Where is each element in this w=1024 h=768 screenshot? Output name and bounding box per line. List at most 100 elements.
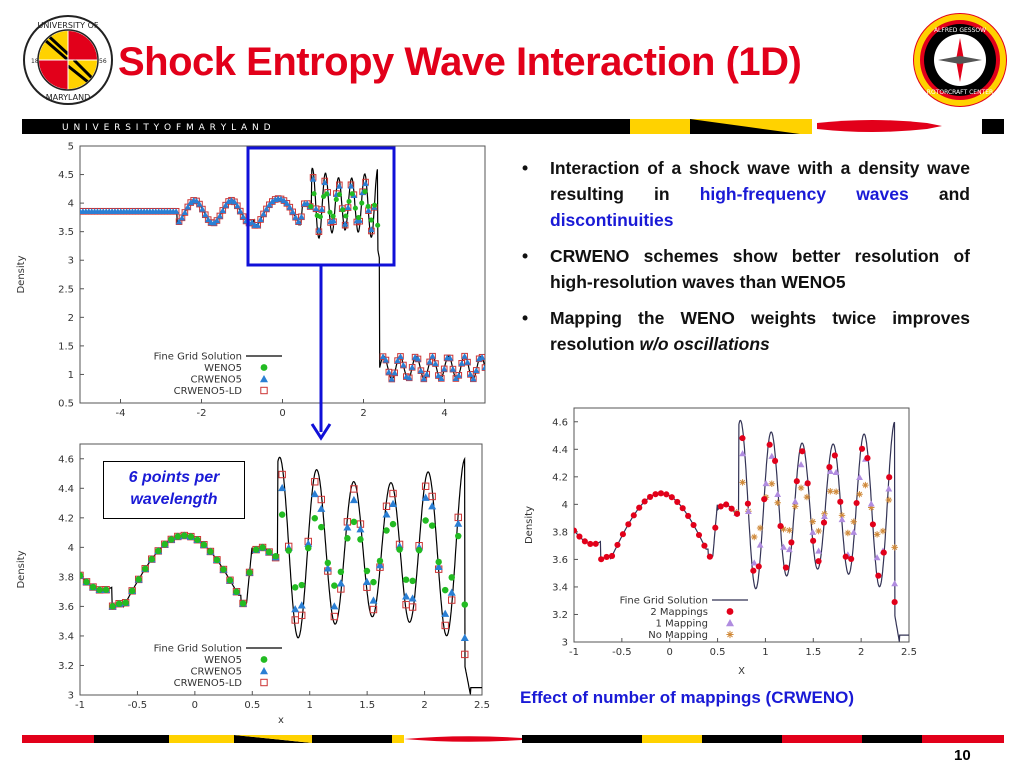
- data-point-triangle: [460, 633, 469, 641]
- data-point-circle: [115, 600, 123, 607]
- data-point-circle: [194, 536, 201, 543]
- data-point-circle: [750, 567, 757, 574]
- data-point-star: [751, 533, 758, 541]
- x-tick-label: -0.5: [128, 700, 148, 711]
- data-point-triangle: [838, 515, 846, 523]
- x-tick-label: 0: [279, 408, 285, 419]
- data-point-star: [832, 488, 840, 495]
- data-point-circle: [371, 202, 378, 208]
- data-point-triangle: [473, 367, 480, 373]
- y-tick-label: 3: [68, 256, 74, 267]
- data-point-square: [448, 596, 456, 604]
- data-point-circle: [311, 191, 317, 197]
- data-point-circle: [782, 564, 790, 571]
- data-point-circle: [389, 520, 397, 528]
- data-point-circle: [788, 539, 795, 546]
- data-point-circle: [265, 548, 273, 556]
- data-point-circle: [376, 557, 384, 565]
- data-point-circle: [448, 574, 455, 581]
- data-point-triangle: [239, 213, 247, 220]
- data-point-triangle: [873, 554, 881, 561]
- data-point-triangle: [891, 580, 899, 587]
- data-point-triangle: [310, 489, 319, 498]
- data-point-circle: [356, 214, 362, 221]
- plot-area: [574, 419, 909, 642]
- data-point-triangle: [330, 602, 339, 610]
- data-point-square: [389, 489, 397, 498]
- y-tick-label: 5: [68, 142, 74, 153]
- plot-area: [80, 456, 482, 695]
- data-point-triangle: [774, 490, 782, 497]
- data-point-circle: [220, 566, 227, 573]
- data-point-triangle: [382, 510, 391, 518]
- data-point-star: [862, 481, 869, 489]
- data-point-circle: [695, 531, 703, 539]
- data-point-triangle: [426, 358, 433, 365]
- data-point-star: [827, 488, 834, 495]
- data-point-triangle: [850, 528, 858, 535]
- data-point-circle: [761, 496, 768, 503]
- legend-label: Fine Grid Solution: [620, 596, 708, 607]
- x-tick-label: -0.5: [612, 647, 632, 658]
- data-point-circle: [83, 578, 90, 586]
- data-point-triangle: [797, 461, 805, 468]
- bullet-text: and: [908, 184, 970, 204]
- data-point-triangle: [237, 207, 244, 214]
- data-point-circle: [357, 536, 364, 543]
- data-point-circle: [619, 531, 626, 538]
- legend-label: WENO5: [204, 363, 242, 374]
- y-tick-label: 3.2: [552, 610, 568, 621]
- y-tick-label: 3.8: [552, 527, 568, 538]
- y-tick-label: 3.2: [58, 661, 74, 672]
- legend-label: WENO5: [204, 655, 242, 666]
- data-point-circle: [690, 521, 697, 529]
- data-point-triangle: [389, 499, 398, 507]
- data-point-circle: [340, 207, 346, 213]
- data-point-triangle: [826, 467, 834, 475]
- y-axis-label: Density: [16, 255, 27, 293]
- data-point-triangle: [184, 203, 192, 210]
- legend-marker-triangle: [260, 375, 268, 383]
- y-tick-label: 4: [68, 543, 74, 554]
- university-of-maryland-seal: UNIVERSITY OF MARYLAND 18 56: [22, 14, 114, 106]
- data-point-square: [481, 364, 485, 371]
- data-point-triangle: [349, 495, 358, 504]
- data-point-triangle: [291, 605, 300, 613]
- data-point-circle: [657, 490, 665, 497]
- data-point-star: [838, 512, 846, 519]
- data-point-triangle: [756, 541, 764, 548]
- data-point-circle: [233, 588, 240, 595]
- data-point-circle: [308, 203, 314, 210]
- legend-marker-square: [260, 386, 268, 395]
- data-point-triangle: [205, 216, 212, 223]
- bullet-text: CRWENO schemes show better resolution of…: [550, 246, 970, 292]
- data-point-triangle: [809, 528, 817, 535]
- data-point-triangle: [762, 479, 770, 487]
- data-point-triangle: [379, 353, 387, 360]
- bullet-item: CRWENO schemes show better resolution of…: [518, 243, 970, 295]
- data-point-circle: [363, 567, 371, 575]
- data-point-circle: [875, 572, 882, 579]
- data-point-square: [428, 492, 436, 501]
- data-point-circle: [810, 537, 817, 544]
- data-point-star: [891, 544, 898, 551]
- data-point-circle: [641, 498, 648, 505]
- y-tick-label: 3.5: [58, 227, 74, 238]
- data-point-circle: [799, 448, 806, 455]
- data-point-circle: [226, 577, 234, 584]
- data-point-triangle: [278, 483, 287, 492]
- data-point-triangle: [417, 367, 425, 374]
- data-point-circle: [102, 586, 110, 593]
- y-axis-label: Density: [524, 506, 535, 544]
- data-point-circle: [291, 584, 299, 591]
- data-point-circle: [396, 546, 403, 553]
- data-point-triangle: [414, 355, 422, 362]
- x-tick-label: -1: [75, 700, 85, 711]
- data-point-circle: [820, 519, 828, 526]
- data-point-circle: [685, 512, 692, 520]
- data-point-triangle: [421, 493, 430, 501]
- data-point-star: [780, 525, 787, 533]
- data-point-circle: [869, 521, 876, 528]
- legend-marker-triangle: [726, 619, 734, 627]
- data-point-star: [739, 479, 746, 486]
